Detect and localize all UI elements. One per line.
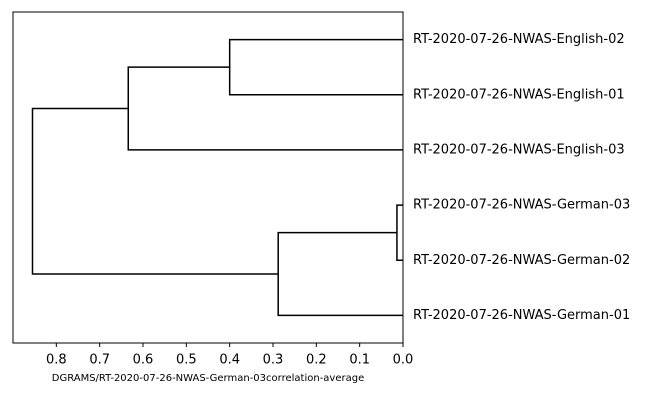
- dendrogram-link: [277, 231, 403, 317]
- leaf-label: RT-2020-07-26-NWAS-English-03: [413, 142, 625, 157]
- dendrogram-link: [396, 204, 403, 261]
- x-tick-label: 0.7: [89, 353, 110, 368]
- x-tick-label: 0.5: [176, 353, 197, 368]
- leaf-label: RT-2020-07-26-NWAS-German-02: [413, 253, 630, 268]
- x-tick-label: 0.4: [219, 353, 240, 368]
- dendrogram-link: [127, 66, 403, 151]
- x-tick-label: 0.0: [393, 353, 414, 368]
- x-tick-label: 0.8: [46, 353, 67, 368]
- leaf-label: RT-2020-07-26-NWAS-English-01: [413, 87, 625, 102]
- leaf-label: RT-2020-07-26-NWAS-German-01: [413, 308, 630, 323]
- dendrogram-link: [31, 107, 279, 275]
- x-tick-label: 0.6: [133, 353, 154, 368]
- x-tick-label: 0.2: [306, 353, 327, 368]
- leaf-label: RT-2020-07-26-NWAS-English-02: [413, 32, 625, 47]
- x-tick-label: 0.3: [263, 353, 284, 368]
- plot-frame: [12, 11, 404, 344]
- leaf-label: RT-2020-07-26-NWAS-German-03: [413, 198, 630, 213]
- dendrogram-link: [228, 38, 403, 96]
- x-axis-label: DGRAMS/RT-2020-07-26-NWAS-German-03corre…: [52, 373, 365, 384]
- x-tick-label: 0.1: [349, 353, 370, 368]
